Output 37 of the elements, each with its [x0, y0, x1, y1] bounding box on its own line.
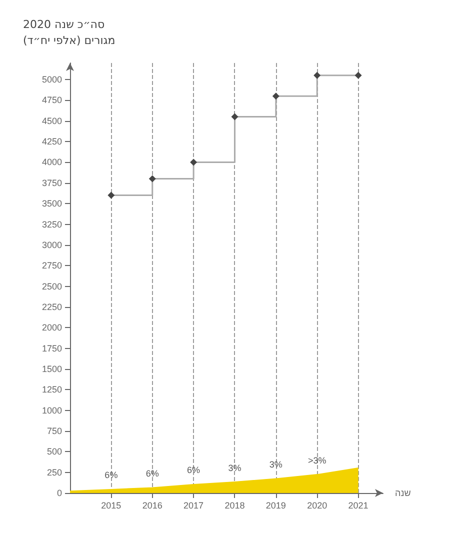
x-tick-label: 2019: [266, 500, 286, 510]
x-tick-label: 2016: [142, 500, 162, 510]
y-tick-label: 5000: [42, 74, 62, 85]
y-tick-label: 4250: [42, 136, 62, 147]
y-tick-label: 500: [46, 446, 62, 457]
y-tick-label: 4750: [42, 95, 62, 106]
y-tick-label: 2500: [42, 281, 62, 292]
annotation: 3%: [269, 459, 282, 470]
y-tick-label: 750: [46, 426, 62, 436]
y-tick-label: 3250: [42, 219, 62, 230]
y-tick-label: 1500: [42, 364, 62, 374]
annotation: 6%: [187, 465, 200, 476]
y-tick-label: 1750: [42, 343, 62, 354]
x-tick-label: 2020: [307, 500, 328, 510]
chart-title: סה״כ שנה 2020: [23, 18, 105, 31]
annotation: >3%: [308, 455, 326, 466]
y-tick-label: 4500: [42, 116, 62, 126]
x-tick-label: 2018: [224, 500, 245, 510]
y-tick-label: 2250: [42, 302, 62, 312]
y-tick-label: 3750: [42, 178, 62, 188]
x-tick-label: 2021: [348, 500, 368, 510]
y-tick-label: 0: [56, 488, 62, 498]
y-axis-title: מגורים (אלפי יח״ד): [23, 34, 116, 47]
y-tick-label: 2750: [42, 260, 62, 271]
x-axis-title: שנה: [395, 488, 412, 498]
y-tick-label: 4000: [42, 157, 62, 168]
y-tick-label: 1000: [42, 405, 62, 416]
y-tick-label: 3500: [42, 198, 62, 209]
y-tick-label: 2000: [42, 322, 62, 333]
annotation: 6%: [146, 468, 159, 479]
annotation: 3%: [228, 462, 242, 473]
y-tick-label: 3000: [42, 240, 62, 250]
x-tick-label: 2015: [101, 500, 122, 510]
y-tick-label: 250: [46, 467, 62, 478]
x-tick-label: 2017: [184, 500, 204, 510]
y-tick-label: 1250: [42, 384, 62, 395]
annotation: 6%: [104, 470, 118, 480]
